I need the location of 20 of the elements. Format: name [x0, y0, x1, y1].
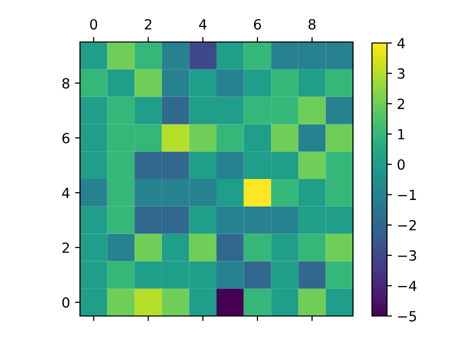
x-tick-label: 0 [90, 19, 98, 30]
color-bar-label: 1 [398, 129, 404, 140]
color-bar-label: 4 [397, 38, 405, 48]
x-tick-label: 2 [144, 19, 152, 30]
y-tick-label: 8 [62, 78, 70, 89]
color-bar-label: −5 [398, 311, 416, 322]
color-bar-label: −3 [398, 250, 416, 261]
color-bar-label: −1 [398, 190, 416, 200]
x-tick-label: 6 [254, 19, 261, 30]
color-bar-label: −2 [398, 220, 416, 230]
y-tick-label: 6 [62, 132, 70, 144]
color-bar-label: 3 [398, 68, 404, 79]
y-tick-label: 0 [62, 297, 70, 308]
y-tick-label: 4 [62, 188, 70, 198]
color-bar-label: −4 [398, 280, 416, 291]
color-bar-label: 0 [398, 159, 405, 170]
x-tick-label: 8 [308, 19, 316, 30]
x-tick-label: 4 [199, 19, 206, 30]
y-tick-label: 2 [62, 242, 69, 253]
color-bar-label: 2 [398, 98, 404, 109]
